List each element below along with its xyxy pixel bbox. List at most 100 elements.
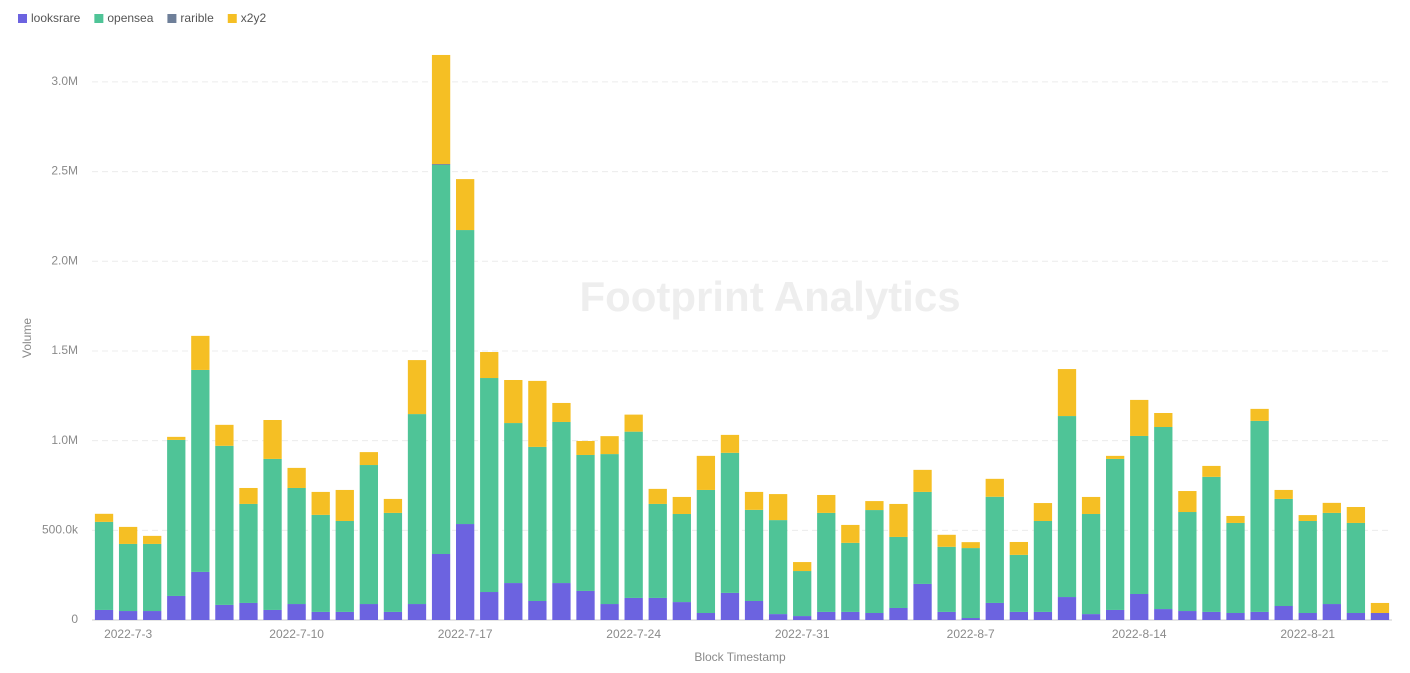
bar-segment (1322, 604, 1341, 620)
bar-segment (1130, 435, 1149, 594)
legend: looksrare opensea rarible x2y2 (18, 11, 266, 25)
bar-segment (287, 604, 306, 620)
bar-segment (456, 179, 475, 231)
bar-segment (167, 436, 186, 440)
bar-segment (624, 597, 643, 620)
bar-segment (865, 510, 884, 614)
bar-segment (985, 496, 1004, 603)
bar-segment (504, 423, 523, 584)
bar-segment (359, 452, 378, 466)
bar-segment (359, 465, 378, 605)
bar-segment (1106, 458, 1125, 610)
bar-segment (600, 454, 619, 605)
bar-segment (696, 455, 716, 490)
bar-segment (913, 469, 932, 492)
bar-segment (961, 542, 980, 549)
bar-segment (431, 164, 451, 165)
bar-segment (239, 487, 258, 504)
legend-label: opensea (107, 11, 153, 25)
bar-segment (1178, 512, 1197, 612)
bar-segment (744, 509, 764, 601)
x-tick-label: 2022-7-10 (269, 627, 324, 641)
legend-item[interactable]: looksrare (18, 11, 81, 25)
bar-segment (239, 602, 258, 620)
bar-segment (287, 467, 306, 488)
bar-segment (720, 452, 740, 593)
bar-segment (1226, 613, 1245, 620)
y-tick-label: 500.0k (42, 522, 79, 536)
bar-segment (263, 609, 282, 620)
bar-segment (1033, 503, 1053, 521)
bar-segment (865, 613, 884, 620)
bar-segment (1057, 369, 1077, 417)
bar-segment (1322, 502, 1341, 513)
x-tick-label: 2022-7-24 (606, 627, 661, 641)
x-tick-label: 2022-8-21 (1280, 627, 1335, 641)
bar-segment (94, 521, 114, 610)
legend-swatch (18, 14, 27, 23)
bar-segment (1057, 597, 1077, 620)
bar-segment (528, 380, 547, 447)
bar-segment (480, 378, 499, 593)
bar-segment (311, 514, 330, 612)
bar-segment (1154, 426, 1173, 610)
bar-segment (1178, 611, 1197, 620)
legend-item[interactable]: rarible (167, 11, 214, 25)
y-tick-label: 1.0M (51, 433, 78, 447)
bar-segment (937, 534, 956, 547)
bar-segment (143, 611, 162, 620)
bar-segment (1274, 606, 1293, 620)
legend-swatch (227, 14, 237, 23)
bar-segment (1370, 613, 1390, 620)
bar-segment (263, 419, 282, 459)
legend-swatch (94, 14, 104, 23)
bar-segment (937, 611, 956, 620)
bar-segment (431, 164, 451, 554)
bar-segment (215, 445, 234, 605)
legend-label: x2y2 (241, 11, 267, 25)
bar-segment (1009, 611, 1028, 620)
bar-segment (1130, 399, 1149, 436)
bar-segment (913, 583, 932, 620)
bar-segment (143, 535, 162, 544)
bar-segment (383, 512, 403, 612)
x-tick-label: 2022-7-31 (775, 627, 830, 641)
bar-segment (793, 571, 812, 617)
bar-segment (576, 590, 595, 620)
bar-segment (118, 611, 138, 620)
bar-segment (1009, 554, 1028, 612)
y-tick-label: 0 (71, 612, 78, 626)
bar-segment (576, 440, 595, 455)
x-tick-label: 2022-8-7 (947, 627, 995, 641)
bar-segment (431, 553, 451, 620)
bar-segment (528, 600, 547, 620)
bar-segment (191, 369, 210, 572)
bar-segment (768, 614, 788, 620)
bar-segment (167, 439, 186, 596)
bar-segment (937, 546, 956, 612)
bar-segment (889, 503, 908, 537)
bar-segment (817, 611, 836, 620)
bar-segment (215, 424, 234, 446)
bar-segment (841, 542, 860, 612)
legend-item[interactable]: x2y2 (227, 11, 267, 25)
bar-segment (600, 436, 619, 455)
bar-segment (817, 494, 836, 513)
x-tick-label: 2022-8-14 (1112, 627, 1167, 641)
bar-segment (720, 434, 740, 453)
y-tick-label: 3.0M (51, 74, 78, 88)
y-tick-label: 1.5M (51, 343, 78, 357)
bar-segment (143, 543, 162, 612)
bar-segment (407, 414, 427, 605)
bar-segment (1298, 520, 1317, 614)
bar-segment (744, 491, 764, 510)
bar-segment (552, 421, 571, 584)
bar-segment (841, 611, 860, 620)
bar-segment (1154, 609, 1173, 620)
bar-segment (1154, 413, 1173, 427)
bar-segment (576, 454, 595, 591)
bar-segment (335, 520, 354, 612)
bar-segment (1202, 476, 1221, 612)
bar-segment (1202, 465, 1221, 477)
legend-item[interactable]: opensea (94, 11, 154, 25)
